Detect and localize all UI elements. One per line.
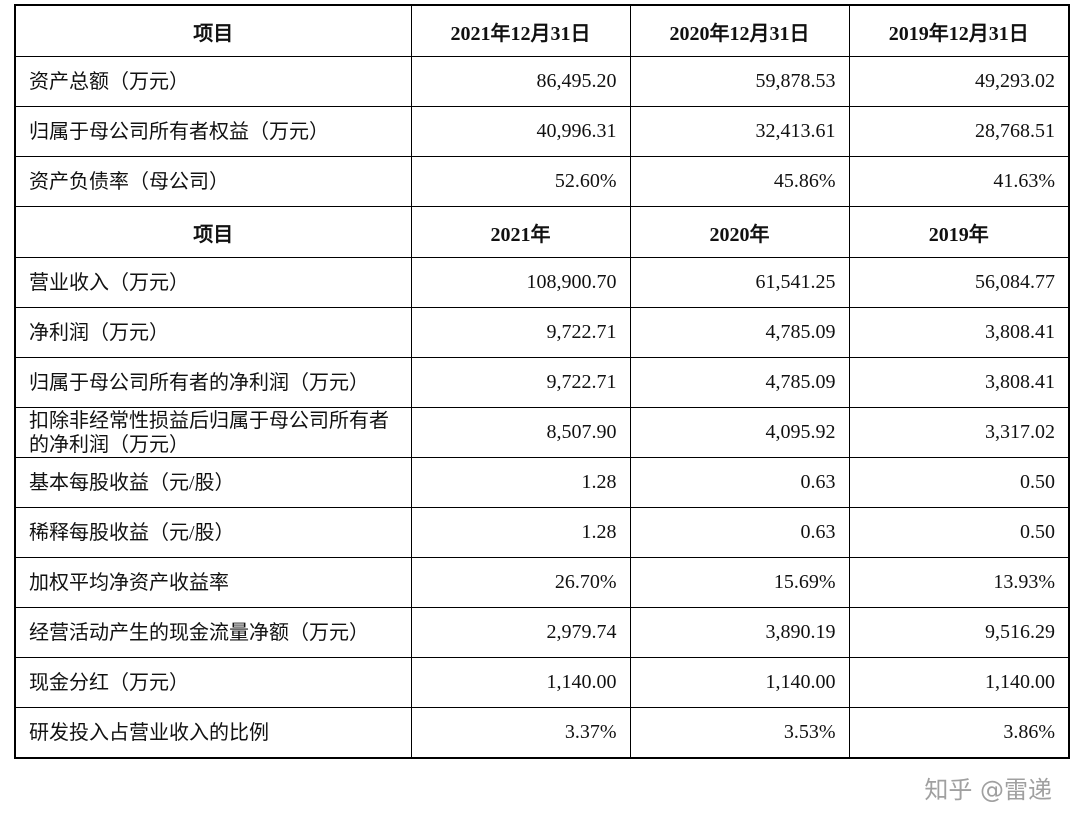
value-cell: 1.28 — [410, 507, 631, 558]
value-cell: 86,495.20 — [410, 56, 631, 107]
value-cell: 1,140.00 — [848, 657, 1070, 708]
label-cell: 研发投入占营业收入的比例 — [14, 707, 412, 759]
value-cell: 0.63 — [629, 457, 850, 508]
value-cell: 1.28 — [410, 457, 631, 508]
label-cell: 营业收入（万元） — [14, 257, 412, 308]
data-row: 扣除非经常性损益后归属于母公司所有者的净利润（万元） 8,507.90 4,095.… — [14, 407, 1070, 458]
label-cell: 归属于母公司所有者权益（万元） — [14, 106, 412, 157]
data-row: 经营活动产生的现金流量净额（万元） 2,979.74 3,890.19 9,516.2… — [14, 607, 1070, 658]
value-cell: 3,890.19 — [629, 607, 850, 658]
value-cell: 4,785.09 — [629, 357, 850, 408]
label-cell: 归属于母公司所有者的净利润（万元） — [14, 357, 412, 408]
value-cell: 28,768.51 — [848, 106, 1070, 157]
value-cell: 56,084.77 — [848, 257, 1070, 308]
value-cell: 4,095.92 — [629, 407, 850, 458]
watermark: 知乎 @雷递 — [924, 776, 1052, 804]
header-row: 项目 2021年12月31日 2020年12月31日 2019年12月31日 — [14, 4, 1070, 57]
header-cell: 2020年12月31日 — [629, 4, 850, 57]
label-cell: 加权平均净资产收益率 — [14, 557, 412, 608]
header-cell: 2020年 — [629, 206, 850, 258]
label-cell: 资产总额（万元） — [14, 56, 412, 107]
value-cell: 3,808.41 — [848, 307, 1070, 358]
value-cell: 0.50 — [848, 507, 1070, 558]
value-cell: 3,317.02 — [848, 407, 1070, 458]
header-row: 项目 2021年 2020年 2019年 — [14, 206, 1070, 258]
value-cell: 41.63% — [848, 156, 1070, 207]
label-cell: 基本每股收益（元/股） — [14, 457, 412, 508]
value-cell: 9,722.71 — [410, 357, 631, 408]
data-row: 资产总额（万元） 86,495.20 59,878.53 49,293.02 — [14, 56, 1070, 107]
value-cell: 3,808.41 — [848, 357, 1070, 408]
value-cell: 40,996.31 — [410, 106, 631, 157]
value-cell: 45.86% — [629, 156, 850, 207]
header-cell: 项目 — [14, 4, 412, 57]
value-cell: 108,900.70 — [410, 257, 631, 308]
data-row: 加权平均净资产收益率 26.70% 15.69% 13.93% — [14, 557, 1070, 608]
value-cell: 0.50 — [848, 457, 1070, 508]
value-cell: 61,541.25 — [629, 257, 850, 308]
financial-table: 项目 2021年12月31日 2020年12月31日 2019年12月31日 资产总额（… — [14, 4, 1070, 759]
data-row: 净利润（万元） 9,722.71 4,785.09 3,808.41 — [14, 307, 1070, 358]
header-cell: 2019年12月31日 — [848, 4, 1070, 57]
value-cell: 32,413.61 — [629, 106, 850, 157]
value-cell: 9,722.71 — [410, 307, 631, 358]
value-cell: 26.70% — [410, 557, 631, 608]
value-cell: 3.53% — [629, 707, 850, 759]
header-cell: 2019年 — [848, 206, 1070, 258]
value-cell: 4,785.09 — [629, 307, 850, 358]
value-cell: 8,507.90 — [410, 407, 631, 458]
value-cell: 0.63 — [629, 507, 850, 558]
value-cell: 52.60% — [410, 156, 631, 207]
value-cell: 3.86% — [848, 707, 1070, 759]
label-cell: 现金分红（万元） — [14, 657, 412, 708]
header-cell: 项目 — [14, 206, 412, 258]
label-cell: 资产负债率（母公司） — [14, 156, 412, 207]
label-cell: 稀释每股收益（元/股） — [14, 507, 412, 558]
data-row: 营业收入（万元） 108,900.70 61,541.25 56,084.77 — [14, 257, 1070, 308]
label-cell: 净利润（万元） — [14, 307, 412, 358]
header-cell: 2021年 — [410, 206, 631, 258]
value-cell: 2,979.74 — [410, 607, 631, 658]
value-cell: 13.93% — [848, 557, 1070, 608]
data-row: 稀释每股收益（元/股） 1.28 0.63 0.50 — [14, 507, 1070, 558]
value-cell: 15.69% — [629, 557, 850, 608]
data-row: 现金分红（万元） 1,140.00 1,140.00 1,140.00 — [14, 657, 1070, 708]
header-cell: 2021年12月31日 — [410, 4, 631, 57]
data-row: 归属于母公司所有者权益（万元） 40,996.31 32,413.61 28,768.… — [14, 106, 1070, 157]
data-row: 资产负债率（母公司） 52.60% 45.86% 41.63% — [14, 156, 1070, 207]
value-cell: 3.37% — [410, 707, 631, 759]
data-row: 归属于母公司所有者的净利润（万元） 9,722.71 4,785.09 3,808.4… — [14, 357, 1070, 408]
value-cell: 59,878.53 — [629, 56, 850, 107]
value-cell: 1,140.00 — [629, 657, 850, 708]
value-cell: 1,140.00 — [410, 657, 631, 708]
label-cell: 扣除非经常性损益后归属于母公司所有者的净利润（万元） — [14, 407, 412, 458]
value-cell: 9,516.29 — [848, 607, 1070, 658]
value-cell: 49,293.02 — [848, 56, 1070, 107]
data-row: 基本每股收益（元/股） 1.28 0.63 0.50 — [14, 457, 1070, 508]
label-cell: 经营活动产生的现金流量净额（万元） — [14, 607, 412, 658]
data-row: 研发投入占营业收入的比例 3.37% 3.53% 3.86% — [14, 707, 1070, 759]
